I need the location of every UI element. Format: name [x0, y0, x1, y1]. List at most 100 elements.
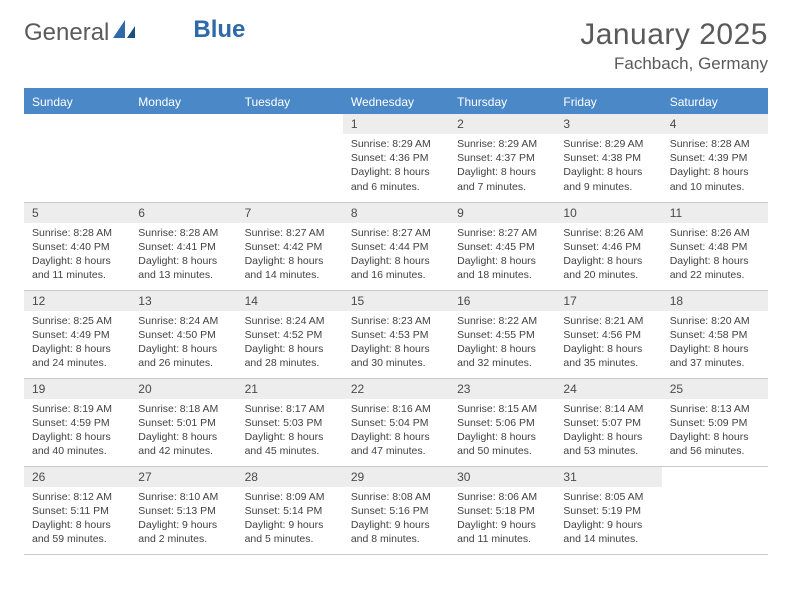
sunrise-line: Sunrise: 8:23 AM	[351, 314, 441, 328]
day-number: 29	[343, 467, 449, 487]
day-number: 9	[449, 203, 555, 223]
day-details: Sunrise: 8:12 AMSunset: 5:11 PMDaylight:…	[24, 487, 130, 551]
daylight-line: Daylight: 8 hours and 28 minutes.	[245, 342, 335, 370]
day-number: 4	[662, 114, 768, 134]
calendar-day-cell	[237, 114, 343, 202]
calendar-body: 1Sunrise: 8:29 AMSunset: 4:36 PMDaylight…	[24, 114, 768, 554]
brand-logo: General Blue	[24, 18, 245, 47]
calendar-day-cell	[130, 114, 236, 202]
daylight-line: Daylight: 8 hours and 14 minutes.	[245, 254, 335, 282]
day-details: Sunrise: 8:28 AMSunset: 4:40 PMDaylight:…	[24, 223, 130, 287]
calendar-day-cell	[24, 114, 130, 202]
day-details: Sunrise: 8:19 AMSunset: 4:59 PMDaylight:…	[24, 399, 130, 463]
daylight-line: Daylight: 8 hours and 45 minutes.	[245, 430, 335, 458]
day-details: Sunrise: 8:28 AMSunset: 4:41 PMDaylight:…	[130, 223, 236, 287]
sunset-line: Sunset: 4:59 PM	[32, 416, 122, 430]
weekday-header: Tuesday	[237, 90, 343, 114]
daylight-line: Daylight: 8 hours and 35 minutes.	[563, 342, 653, 370]
sunrise-line: Sunrise: 8:15 AM	[457, 402, 547, 416]
sunrise-line: Sunrise: 8:24 AM	[138, 314, 228, 328]
calendar-day-cell: 4Sunrise: 8:28 AMSunset: 4:39 PMDaylight…	[662, 114, 768, 202]
sunset-line: Sunset: 5:11 PM	[32, 504, 122, 518]
day-number: 15	[343, 291, 449, 311]
day-details: Sunrise: 8:17 AMSunset: 5:03 PMDaylight:…	[237, 399, 343, 463]
calendar-week-row: 19Sunrise: 8:19 AMSunset: 4:59 PMDayligh…	[24, 378, 768, 466]
day-number: 13	[130, 291, 236, 311]
calendar-day-cell: 27Sunrise: 8:10 AMSunset: 5:13 PMDayligh…	[130, 466, 236, 554]
day-number: 30	[449, 467, 555, 487]
day-details: Sunrise: 8:13 AMSunset: 5:09 PMDaylight:…	[662, 399, 768, 463]
weekday-header: Monday	[130, 90, 236, 114]
sunset-line: Sunset: 5:14 PM	[245, 504, 335, 518]
day-number: 5	[24, 203, 130, 223]
brand-part1: General	[24, 19, 109, 47]
calendar-day-cell: 10Sunrise: 8:26 AMSunset: 4:46 PMDayligh…	[555, 202, 661, 290]
sunrise-line: Sunrise: 8:27 AM	[457, 226, 547, 240]
day-details: Sunrise: 8:06 AMSunset: 5:18 PMDaylight:…	[449, 487, 555, 551]
calendar-day-cell: 8Sunrise: 8:27 AMSunset: 4:44 PMDaylight…	[343, 202, 449, 290]
day-details: Sunrise: 8:21 AMSunset: 4:56 PMDaylight:…	[555, 311, 661, 375]
weekday-header: Wednesday	[343, 90, 449, 114]
daylight-line: Daylight: 8 hours and 26 minutes.	[138, 342, 228, 370]
sunset-line: Sunset: 4:58 PM	[670, 328, 760, 342]
sunset-line: Sunset: 5:18 PM	[457, 504, 547, 518]
day-details: Sunrise: 8:10 AMSunset: 5:13 PMDaylight:…	[130, 487, 236, 551]
sunrise-line: Sunrise: 8:10 AM	[138, 490, 228, 504]
day-number: 23	[449, 379, 555, 399]
header: General Blue January 2025 Fachbach, Germ…	[24, 18, 768, 74]
calendar-day-cell: 22Sunrise: 8:16 AMSunset: 5:04 PMDayligh…	[343, 378, 449, 466]
daylight-line: Daylight: 8 hours and 16 minutes.	[351, 254, 441, 282]
daylight-line: Daylight: 8 hours and 10 minutes.	[670, 165, 760, 193]
daylight-line: Daylight: 9 hours and 11 minutes.	[457, 518, 547, 546]
day-number: 24	[555, 379, 661, 399]
day-number: 18	[662, 291, 768, 311]
sunset-line: Sunset: 4:41 PM	[138, 240, 228, 254]
sunrise-line: Sunrise: 8:16 AM	[351, 402, 441, 416]
day-number: 21	[237, 379, 343, 399]
sunrise-line: Sunrise: 8:25 AM	[32, 314, 122, 328]
sunrise-line: Sunrise: 8:26 AM	[670, 226, 760, 240]
calendar-day-cell: 26Sunrise: 8:12 AMSunset: 5:11 PMDayligh…	[24, 466, 130, 554]
sunrise-line: Sunrise: 8:22 AM	[457, 314, 547, 328]
daylight-line: Daylight: 9 hours and 5 minutes.	[245, 518, 335, 546]
sunrise-line: Sunrise: 8:05 AM	[563, 490, 653, 504]
sunset-line: Sunset: 4:44 PM	[351, 240, 441, 254]
calendar-day-cell: 31Sunrise: 8:05 AMSunset: 5:19 PMDayligh…	[555, 466, 661, 554]
day-details: Sunrise: 8:24 AMSunset: 4:50 PMDaylight:…	[130, 311, 236, 375]
sunrise-line: Sunrise: 8:29 AM	[351, 137, 441, 151]
daylight-line: Daylight: 8 hours and 22 minutes.	[670, 254, 760, 282]
calendar-week-row: 1Sunrise: 8:29 AMSunset: 4:36 PMDaylight…	[24, 114, 768, 202]
calendar-day-cell: 30Sunrise: 8:06 AMSunset: 5:18 PMDayligh…	[449, 466, 555, 554]
brand-sail-icon	[111, 18, 137, 47]
location: Fachbach, Germany	[580, 54, 768, 74]
daylight-line: Daylight: 8 hours and 32 minutes.	[457, 342, 547, 370]
sunset-line: Sunset: 5:07 PM	[563, 416, 653, 430]
day-details: Sunrise: 8:27 AMSunset: 4:42 PMDaylight:…	[237, 223, 343, 287]
calendar-week-row: 12Sunrise: 8:25 AMSunset: 4:49 PMDayligh…	[24, 290, 768, 378]
daylight-line: Daylight: 8 hours and 50 minutes.	[457, 430, 547, 458]
calendar-day-cell: 3Sunrise: 8:29 AMSunset: 4:38 PMDaylight…	[555, 114, 661, 202]
sunrise-line: Sunrise: 8:27 AM	[351, 226, 441, 240]
day-number: 16	[449, 291, 555, 311]
day-number: 17	[555, 291, 661, 311]
calendar-day-cell: 9Sunrise: 8:27 AMSunset: 4:45 PMDaylight…	[449, 202, 555, 290]
sunset-line: Sunset: 5:01 PM	[138, 416, 228, 430]
sunrise-line: Sunrise: 8:28 AM	[670, 137, 760, 151]
day-details: Sunrise: 8:26 AMSunset: 4:48 PMDaylight:…	[662, 223, 768, 287]
weekday-header: Sunday	[24, 90, 130, 114]
calendar-day-cell: 21Sunrise: 8:17 AMSunset: 5:03 PMDayligh…	[237, 378, 343, 466]
day-number: 11	[662, 203, 768, 223]
sunset-line: Sunset: 4:56 PM	[563, 328, 653, 342]
sunset-line: Sunset: 5:13 PM	[138, 504, 228, 518]
sunset-line: Sunset: 5:03 PM	[245, 416, 335, 430]
day-details: Sunrise: 8:27 AMSunset: 4:45 PMDaylight:…	[449, 223, 555, 287]
calendar-day-cell: 13Sunrise: 8:24 AMSunset: 4:50 PMDayligh…	[130, 290, 236, 378]
sunset-line: Sunset: 4:38 PM	[563, 151, 653, 165]
calendar-day-cell: 17Sunrise: 8:21 AMSunset: 4:56 PMDayligh…	[555, 290, 661, 378]
calendar-day-cell: 15Sunrise: 8:23 AMSunset: 4:53 PMDayligh…	[343, 290, 449, 378]
daylight-line: Daylight: 8 hours and 42 minutes.	[138, 430, 228, 458]
brand-part2: Blue	[193, 16, 245, 44]
calendar-day-cell: 2Sunrise: 8:29 AMSunset: 4:37 PMDaylight…	[449, 114, 555, 202]
day-details: Sunrise: 8:14 AMSunset: 5:07 PMDaylight:…	[555, 399, 661, 463]
sunset-line: Sunset: 4:37 PM	[457, 151, 547, 165]
